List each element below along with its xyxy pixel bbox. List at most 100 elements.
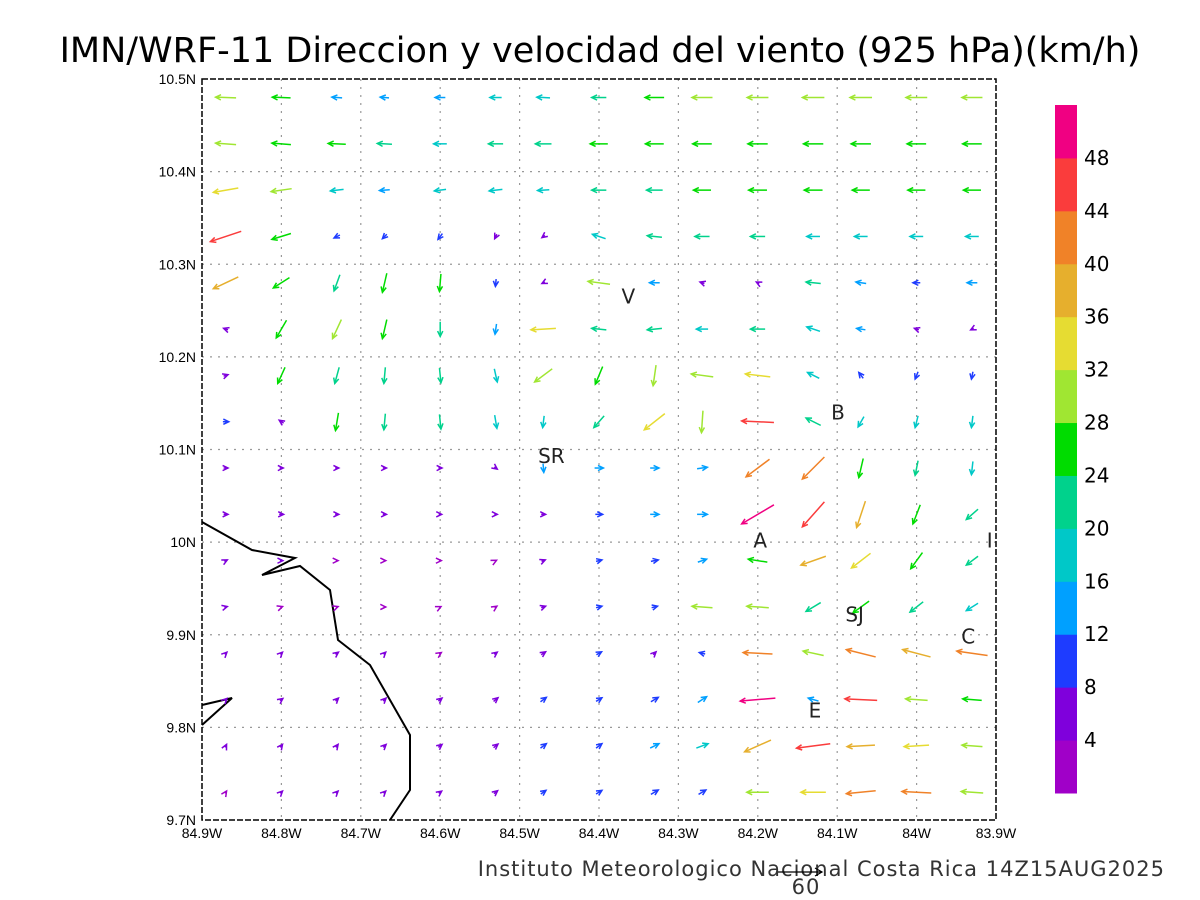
wind-arrow bbox=[801, 501, 825, 529]
map-title: IMN/WRF-11 Direccion y velocidad del vie… bbox=[60, 31, 1141, 71]
wind-arrow bbox=[333, 412, 340, 433]
wind-arrow bbox=[533, 368, 553, 384]
wind-arrow bbox=[592, 415, 605, 429]
wind-arrow bbox=[380, 511, 389, 518]
wind-arrow bbox=[965, 279, 978, 287]
y-tick-label: 10.5N bbox=[159, 71, 196, 87]
colorbar-label: 40 bbox=[1084, 252, 1109, 276]
grid-lines bbox=[202, 79, 996, 820]
reference-vector: 60 bbox=[778, 867, 824, 899]
x-tick-label: 84.4W bbox=[579, 825, 620, 841]
colorbar-label: 44 bbox=[1084, 199, 1109, 223]
wind-arrow bbox=[211, 276, 239, 290]
y-tick-label: 9.7N bbox=[166, 812, 196, 828]
wind-arrow bbox=[380, 319, 388, 341]
x-tick-label: 84.7W bbox=[341, 825, 382, 841]
x-tick-label: 84.9W bbox=[182, 825, 223, 841]
wind-arrow bbox=[738, 697, 776, 704]
wind-arrow bbox=[328, 187, 344, 194]
wind-arrow bbox=[645, 326, 662, 333]
wind-arrow bbox=[805, 233, 820, 240]
wind-arrow bbox=[643, 94, 665, 101]
wind-arrow bbox=[908, 233, 924, 240]
wind-arrow bbox=[491, 463, 499, 471]
colorbar-segment bbox=[1055, 740, 1077, 794]
y-axis-ticks: 10.5N 10.4N 10.3N 10.2N 10.1N 10N 9.9N 9.8N 9.7N bbox=[159, 71, 196, 828]
wind-arrow bbox=[535, 186, 550, 194]
wind-arrow bbox=[332, 367, 340, 386]
wind-arrow bbox=[379, 789, 387, 798]
wind-arrow bbox=[745, 94, 769, 101]
wind-arrow bbox=[331, 319, 343, 341]
wind-arrow bbox=[845, 743, 875, 750]
wind-arrow bbox=[912, 326, 921, 334]
wind-arrow bbox=[333, 464, 341, 472]
wind-arrow bbox=[799, 555, 827, 567]
wind-arrow bbox=[491, 651, 499, 658]
x-tick-label: 84.8W bbox=[261, 825, 302, 841]
wind-arrow bbox=[211, 187, 239, 195]
station-label: C bbox=[961, 625, 975, 649]
wind-arrow bbox=[595, 604, 604, 611]
wind-arrow bbox=[960, 695, 982, 703]
wind-arrow bbox=[743, 739, 772, 753]
wind-arrow bbox=[754, 281, 763, 288]
wind-arrow bbox=[968, 461, 976, 477]
wind-arrow bbox=[221, 373, 230, 380]
wind-arrow bbox=[697, 695, 709, 704]
wind-arrow bbox=[270, 94, 291, 101]
wind-arrow bbox=[748, 325, 766, 333]
wind-arrow bbox=[380, 696, 388, 705]
wind-arrow bbox=[380, 743, 388, 751]
wind-arrow bbox=[644, 186, 663, 194]
wind-arrow bbox=[380, 273, 388, 294]
wind-arrow bbox=[844, 789, 876, 797]
wind-arrow bbox=[745, 788, 769, 796]
wind-arrow bbox=[379, 650, 387, 659]
wind-arrow bbox=[650, 365, 658, 388]
wind-arrow bbox=[588, 140, 608, 148]
wind-arrow bbox=[540, 463, 547, 475]
wind-arrow bbox=[905, 140, 927, 148]
colorbar-label: 32 bbox=[1084, 358, 1109, 382]
wind-arrow bbox=[529, 326, 556, 333]
wind-arrow bbox=[746, 186, 767, 194]
wind-arrow bbox=[904, 94, 928, 101]
wind-arrow bbox=[852, 233, 868, 240]
wind-arrow bbox=[855, 500, 867, 530]
wind-arrow bbox=[380, 464, 389, 472]
coastline bbox=[201, 521, 411, 821]
wind-arrow bbox=[332, 557, 340, 564]
wind-arrow bbox=[642, 413, 666, 431]
wind-arrow bbox=[643, 140, 664, 148]
wind-arrow bbox=[276, 650, 284, 659]
wind-arrow bbox=[959, 788, 984, 796]
wind-arrow bbox=[221, 742, 228, 751]
x-tick-label: 83.9W bbox=[976, 825, 1017, 841]
colorbar-label: 36 bbox=[1084, 305, 1109, 329]
wind-arrow bbox=[911, 504, 921, 526]
wind-arrow bbox=[436, 697, 444, 704]
wind-arrow bbox=[213, 94, 237, 101]
wind-arrow bbox=[801, 456, 825, 481]
wind-arrow bbox=[800, 94, 825, 101]
wind-arrow bbox=[912, 460, 920, 478]
wind-arrow bbox=[739, 417, 774, 425]
y-tick-label: 10N bbox=[170, 534, 196, 550]
wind-arrow bbox=[435, 557, 444, 564]
wind-arrow bbox=[698, 410, 706, 435]
wind-arrow bbox=[436, 233, 444, 241]
wind-arrow bbox=[435, 511, 444, 518]
wind-arrow bbox=[332, 789, 340, 798]
wind-arrow bbox=[964, 555, 979, 567]
wind-arrow bbox=[221, 789, 228, 798]
wind-arrow bbox=[222, 418, 231, 425]
wind-arrow bbox=[900, 647, 931, 658]
wind-arrow bbox=[540, 278, 548, 285]
station-labels: V B SR A I SJ C E bbox=[538, 285, 993, 723]
wind-arrow bbox=[221, 326, 230, 334]
wind-arrow bbox=[805, 325, 821, 332]
station-label: I bbox=[987, 528, 993, 552]
wind-arrow bbox=[961, 186, 981, 194]
wind-arrow bbox=[589, 186, 607, 194]
